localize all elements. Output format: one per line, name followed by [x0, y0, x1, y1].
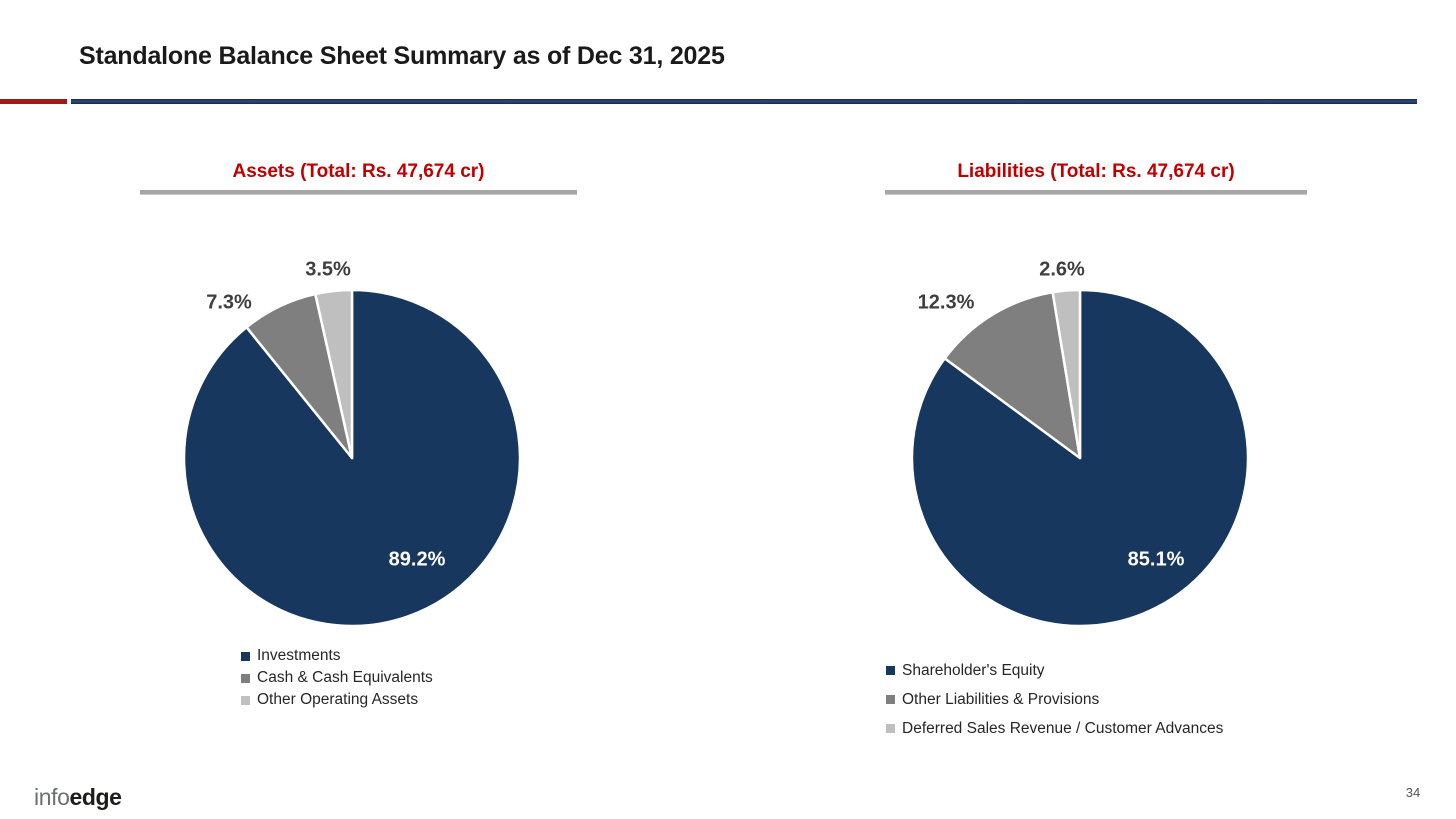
legend-label: Shareholder's Equity [902, 661, 1045, 679]
liabilities-legend: Shareholder's Equity Other Liabilities &… [886, 656, 1223, 743]
legend-item-other-operating-assets: Other Operating Assets [241, 689, 433, 711]
legend-label: Cash & Cash Equivalents [257, 669, 433, 686]
legend-label: Other Liabilities & Provisions [902, 690, 1100, 708]
assets-other-data-label: 3.5% [305, 258, 351, 281]
liabilities-deferred-data-label: 2.6% [1039, 258, 1085, 281]
assets-chart-title: Assets (Total: Rs. 47,674 cr) [232, 161, 485, 182]
legend-item-deferred-sales-revenue: Deferred Sales Revenue / Customer Advanc… [886, 714, 1223, 743]
legend-item-cash: Cash & Cash Equivalents [241, 667, 433, 689]
pie-slice-other-liabilities-provisions [943, 290, 1082, 460]
logo-info-part: info [34, 784, 70, 810]
legend-marker-navy [241, 651, 250, 661]
logo-edge-part: edge [69, 784, 122, 810]
legend-marker-light-gray [241, 695, 250, 705]
legend-marker-navy [886, 666, 895, 675]
page-title: Standalone Balance Sheet Summary as of D… [79, 42, 725, 70]
legend-item-shareholders-equity: Shareholder's Equity [886, 656, 1223, 685]
legend-label: Deferred Sales Revenue / Customer Advanc… [902, 719, 1224, 737]
legend-label: Investments [257, 647, 341, 664]
divider-navy-line [71, 99, 1417, 104]
legend-marker-gray [241, 673, 250, 683]
legend-marker-gray [886, 695, 895, 704]
assets-legend: Investments Cash & Cash Equivalents Othe… [241, 645, 433, 711]
page-number: 34 [1405, 785, 1421, 800]
liabilities-equity-data-label: 85.1% [1127, 548, 1185, 571]
liabilities-title-underline [885, 190, 1307, 195]
divider-red-segment [0, 99, 67, 104]
pie-slice-shareholder-s-equity [910, 288, 1250, 628]
assets-investments-data-label: 89.2% [388, 548, 446, 571]
infoedge-logo: infoedge [34, 784, 122, 811]
pie-slice-deferred-sales-revenue-customer-advances [1051, 288, 1082, 460]
legend-item-other-liabilities: Other Liabilities & Provisions [886, 685, 1223, 714]
pie-slice-other-operating-assets [314, 288, 354, 460]
assets-cash-data-label: 7.3% [206, 291, 252, 314]
legend-item-investments: Investments [241, 645, 433, 667]
legend-marker-light-gray [886, 724, 895, 733]
liabilities-pie-chart [910, 288, 1250, 628]
assets-title-underline [140, 190, 577, 195]
liabilities-provisions-data-label: 12.3% [917, 291, 975, 314]
legend-label: Other Operating Assets [257, 691, 419, 708]
assets-pie-chart [182, 288, 522, 628]
liabilities-chart-title: Liabilities (Total: Rs. 47,674 cr) [957, 161, 1235, 182]
